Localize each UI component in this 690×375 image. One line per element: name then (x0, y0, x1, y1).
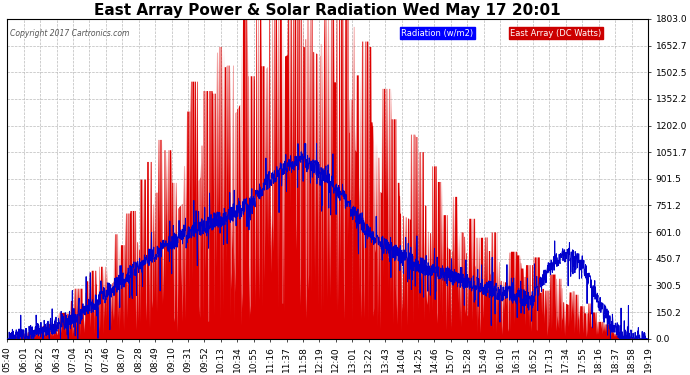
Text: Copyright 2017 Cartronics.com: Copyright 2017 Cartronics.com (10, 28, 130, 38)
Text: Radiation (w/m2): Radiation (w/m2) (402, 28, 473, 38)
Text: East Array (DC Watts): East Array (DC Watts) (510, 28, 602, 38)
Title: East Array Power & Solar Radiation Wed May 17 20:01: East Array Power & Solar Radiation Wed M… (95, 3, 561, 18)
